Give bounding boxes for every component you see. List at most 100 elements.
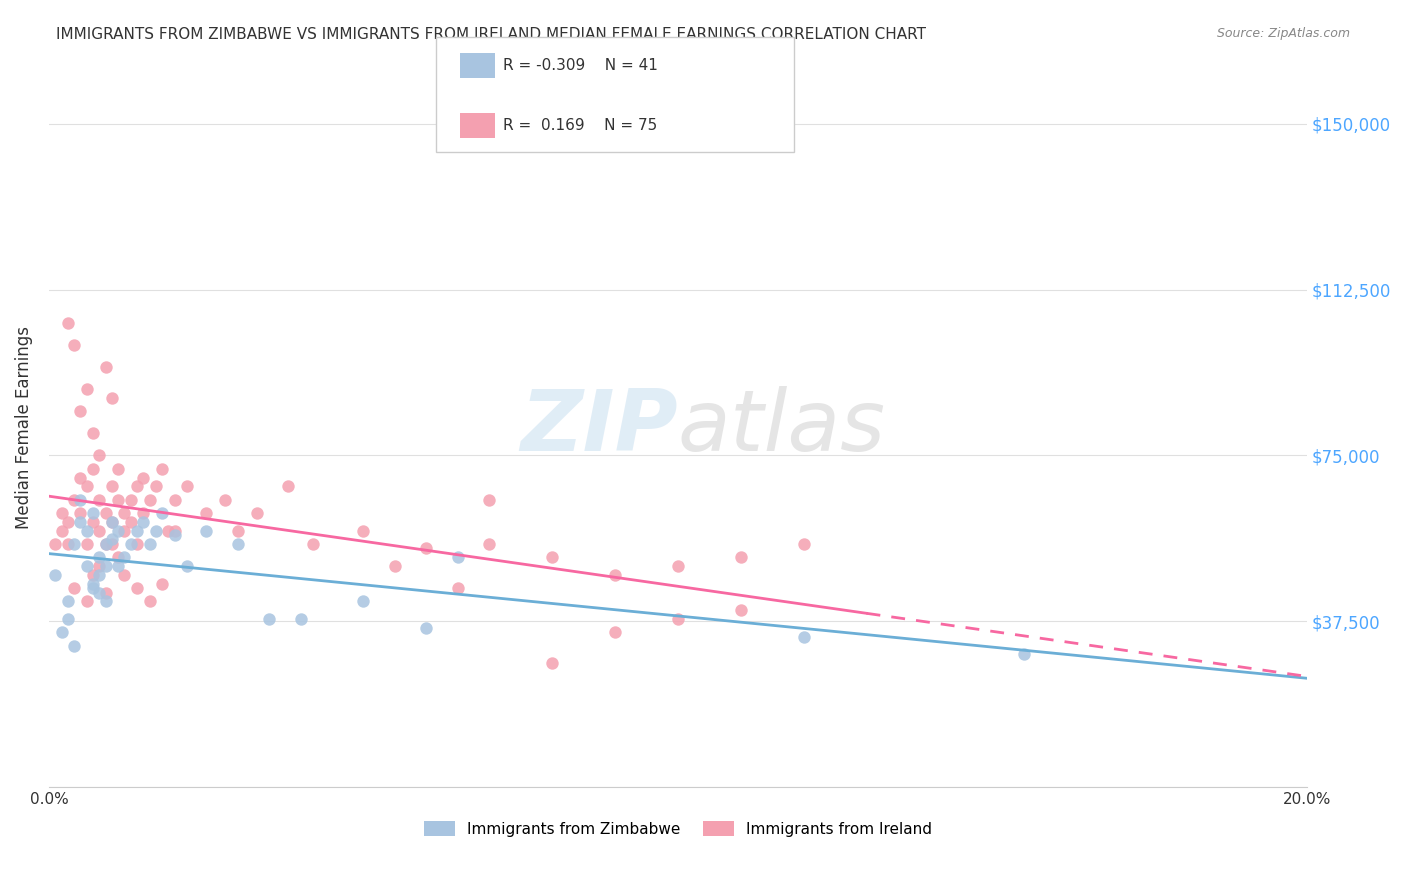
Point	[107, 559, 129, 574]
Point	[51, 506, 73, 520]
Point	[69, 506, 91, 520]
Point	[51, 524, 73, 538]
Point	[352, 594, 374, 608]
Point	[603, 567, 626, 582]
Point	[415, 621, 437, 635]
Point	[89, 559, 111, 574]
Text: R =  0.169    N = 75: R = 0.169 N = 75	[503, 119, 658, 133]
Point	[76, 537, 98, 551]
Point	[226, 524, 249, 538]
Point	[145, 479, 167, 493]
Point	[125, 581, 148, 595]
Point	[1012, 648, 1035, 662]
Point	[107, 492, 129, 507]
Point	[132, 470, 155, 484]
Point	[101, 537, 124, 551]
Point	[76, 382, 98, 396]
Point	[730, 603, 752, 617]
Point	[176, 479, 198, 493]
Point	[69, 404, 91, 418]
Point	[666, 559, 689, 574]
Point	[114, 550, 136, 565]
Point	[107, 461, 129, 475]
Point	[101, 533, 124, 547]
Point	[114, 567, 136, 582]
Point	[730, 550, 752, 565]
Point	[541, 550, 564, 565]
Point	[478, 537, 501, 551]
Point	[384, 559, 406, 574]
Point	[56, 594, 79, 608]
Point	[302, 537, 325, 551]
Point	[150, 461, 173, 475]
Point	[793, 537, 815, 551]
Point	[163, 492, 186, 507]
Point	[89, 585, 111, 599]
Point	[125, 537, 148, 551]
Point	[56, 316, 79, 330]
Point	[138, 537, 160, 551]
Point	[101, 515, 124, 529]
Point	[290, 612, 312, 626]
Point	[257, 612, 280, 626]
Point	[63, 537, 86, 551]
Text: atlas: atlas	[678, 386, 886, 469]
Point	[82, 506, 104, 520]
Point	[352, 524, 374, 538]
Point	[195, 524, 218, 538]
Point	[69, 492, 91, 507]
Point	[63, 338, 86, 352]
Point	[51, 625, 73, 640]
Point	[447, 581, 470, 595]
Point	[101, 391, 124, 405]
Point	[89, 492, 111, 507]
Point	[120, 537, 142, 551]
Point	[541, 657, 564, 671]
Point	[125, 524, 148, 538]
Point	[76, 559, 98, 574]
Point	[195, 506, 218, 520]
Point	[132, 506, 155, 520]
Point	[44, 537, 66, 551]
Point	[56, 537, 79, 551]
Point	[94, 594, 117, 608]
Point	[76, 479, 98, 493]
Point	[89, 524, 111, 538]
Point	[94, 506, 117, 520]
Point	[163, 524, 186, 538]
Point	[138, 594, 160, 608]
Point	[277, 479, 299, 493]
Point	[101, 479, 124, 493]
Point	[82, 567, 104, 582]
Point	[132, 515, 155, 529]
Point	[114, 524, 136, 538]
Point	[415, 541, 437, 556]
Text: Source: ZipAtlas.com: Source: ZipAtlas.com	[1216, 27, 1350, 40]
Point	[107, 550, 129, 565]
Point	[245, 506, 267, 520]
Point	[120, 515, 142, 529]
Point	[82, 515, 104, 529]
Point	[226, 537, 249, 551]
Point	[94, 537, 117, 551]
Legend: Immigrants from Zimbabwe, Immigrants from Ireland: Immigrants from Zimbabwe, Immigrants fro…	[416, 813, 939, 844]
Point	[157, 524, 180, 538]
Text: R = -0.309    N = 41: R = -0.309 N = 41	[503, 58, 658, 72]
Point	[214, 492, 236, 507]
Point	[107, 524, 129, 538]
Point	[94, 537, 117, 551]
Point	[125, 479, 148, 493]
Text: IMMIGRANTS FROM ZIMBABWE VS IMMIGRANTS FROM IRELAND MEDIAN FEMALE EARNINGS CORRE: IMMIGRANTS FROM ZIMBABWE VS IMMIGRANTS F…	[56, 27, 927, 42]
Point	[82, 581, 104, 595]
Point	[163, 528, 186, 542]
Point	[603, 625, 626, 640]
Point	[89, 550, 111, 565]
Point	[82, 426, 104, 441]
Point	[666, 612, 689, 626]
Point	[94, 585, 117, 599]
Point	[145, 524, 167, 538]
Point	[82, 576, 104, 591]
Point	[793, 630, 815, 644]
Point	[114, 506, 136, 520]
Point	[76, 594, 98, 608]
